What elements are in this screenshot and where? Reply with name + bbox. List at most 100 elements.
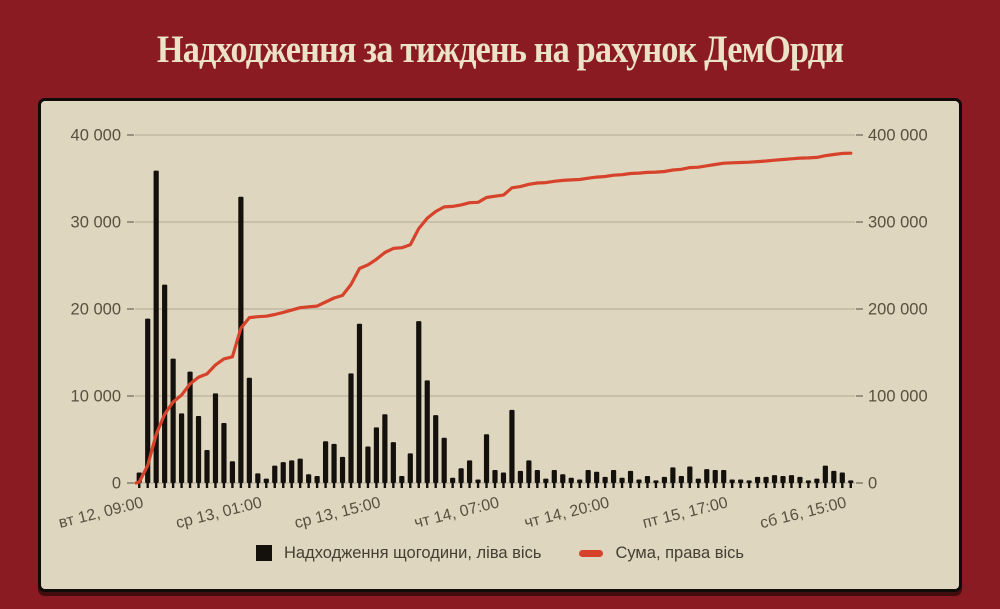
bar <box>500 472 507 483</box>
x-axis-category-tick <box>603 483 607 488</box>
bar <box>475 479 481 483</box>
x-axis-category-tick <box>637 483 641 488</box>
bar <box>246 377 252 483</box>
bar <box>187 371 193 483</box>
x-axis-category-tick <box>138 483 141 488</box>
x-axis-category-tick <box>705 483 708 488</box>
x-axis-label: ср 13, 01:00 <box>174 494 264 532</box>
x-axis-category-tick <box>502 483 505 488</box>
x-axis-label: чт 14, 07:00 <box>413 494 501 532</box>
bar <box>153 170 159 484</box>
x-axis-category-tick <box>146 483 149 488</box>
bar <box>356 323 363 483</box>
x-axis-category-tick <box>688 483 692 488</box>
bar <box>610 469 617 483</box>
bar <box>483 434 490 483</box>
bar <box>178 413 185 483</box>
legend-item-sum: Сума, права вісь <box>579 544 744 563</box>
x-axis-category-tick <box>841 483 844 488</box>
bar <box>509 409 515 483</box>
x-axis-category-tick <box>171 483 175 488</box>
bar <box>466 460 473 483</box>
x-axis-category-tick <box>332 483 336 488</box>
x-axis-category-tick <box>544 483 548 488</box>
x-axis-category-tick <box>265 483 268 488</box>
x-axis-category-tick <box>214 483 217 488</box>
x-axis-category-tick <box>612 483 615 488</box>
x-axis-label: ср 13, 15:00 <box>293 494 383 532</box>
bar <box>602 476 608 483</box>
bar <box>263 478 269 483</box>
x-axis-category-tick <box>409 483 412 488</box>
x-axis-category-tick <box>366 483 370 488</box>
cumulative-sum-line <box>134 151 853 485</box>
x-axis-category-tick <box>832 483 836 488</box>
x-axis-category-tick <box>790 483 793 488</box>
x-axis-category-tick <box>197 483 200 488</box>
bar <box>695 478 701 483</box>
bar <box>331 443 337 483</box>
x-axis-category-tick <box>815 483 819 488</box>
x-axis-category-tick <box>510 483 514 488</box>
bar <box>636 479 642 483</box>
x-axis-category-tick <box>519 483 522 488</box>
bar <box>526 460 532 483</box>
bar <box>280 462 286 483</box>
bar <box>162 284 168 483</box>
bar <box>221 422 227 483</box>
bar <box>763 476 769 483</box>
x-axis-category-tick <box>722 483 725 488</box>
left-axis-tick-label: 30 000 <box>71 214 121 232</box>
x-axis-category-tick <box>680 483 683 488</box>
x-axis-category-tick <box>849 483 852 488</box>
bar <box>339 456 346 483</box>
x-axis-category-tick <box>426 483 429 488</box>
bar <box>780 476 786 483</box>
x-axis-category-tick <box>324 483 327 488</box>
bar <box>839 472 845 483</box>
x-axis-category-tick <box>739 483 742 488</box>
bar <box>407 453 413 483</box>
x-axis-category-tick <box>222 483 226 488</box>
x-axis-category-tick <box>671 483 675 488</box>
bar <box>619 477 625 483</box>
bar <box>348 373 354 483</box>
bar <box>229 461 236 483</box>
x-axis-category-tick <box>553 483 556 488</box>
x-axis-category-tick <box>205 483 209 488</box>
bar <box>771 475 778 483</box>
bar <box>306 474 312 483</box>
x-axis-category-tick <box>536 483 539 488</box>
x-axis-category-tick <box>654 483 658 488</box>
x-axis-category-tick <box>282 483 285 488</box>
bar <box>390 442 396 483</box>
x-axis-category-tick <box>383 483 387 488</box>
x-axis-category-tick <box>646 483 649 488</box>
bar <box>627 470 634 483</box>
x-axis-category-tick <box>798 483 802 488</box>
x-axis-category-tick <box>273 483 276 488</box>
x-axis-category-tick <box>578 483 581 488</box>
x-axis-category-tick <box>349 483 353 488</box>
x-axis-label: пт 15, 17:00 <box>641 494 730 532</box>
bar <box>678 476 684 483</box>
legend-label-sum: Сума, права вісь <box>615 543 745 562</box>
x-axis-category-tick <box>807 483 810 488</box>
bar-series-swatch-icon <box>255 545 272 561</box>
x-axis-category-tick <box>434 483 437 488</box>
bar <box>170 358 176 483</box>
x-axis-category-tick <box>561 483 564 488</box>
bar <box>805 480 812 483</box>
bar <box>458 468 464 483</box>
bar <box>365 446 371 483</box>
x-axis-category-tick <box>459 483 463 488</box>
x-axis-category-tick <box>290 483 293 488</box>
line-series-swatch-icon <box>579 549 604 557</box>
bar <box>670 467 676 483</box>
chart-legend: Надходження щогодини, ліва вісь Сума, пр… <box>41 533 959 573</box>
x-axis-category-tick <box>239 483 243 488</box>
right-axis-tick-label: 200 000 <box>868 301 928 319</box>
bar <box>738 479 744 483</box>
x-axis-category-tick <box>358 483 361 488</box>
x-axis-label: чт 14, 20:00 <box>523 494 611 532</box>
